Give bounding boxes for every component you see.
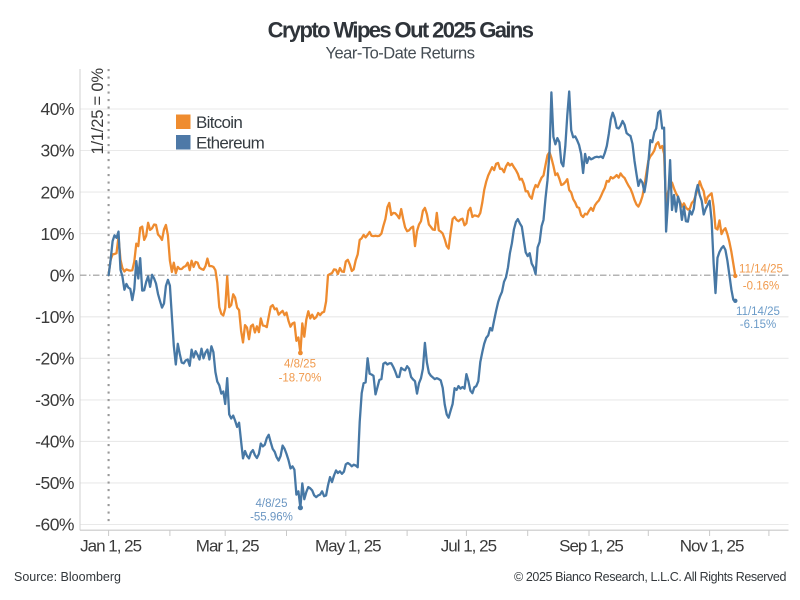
svg-text:40%: 40% bbox=[40, 99, 74, 119]
svg-text:11/14/25: 11/14/25 bbox=[736, 306, 780, 318]
svg-text:10%: 10% bbox=[40, 224, 74, 244]
svg-text:0%: 0% bbox=[50, 265, 74, 285]
svg-text:-10%: -10% bbox=[35, 307, 74, 327]
svg-text:© 2025 Bianco Research, L.L.C.: © 2025 Bianco Research, L.L.C. All Right… bbox=[514, 570, 786, 584]
svg-text:-30%: -30% bbox=[35, 390, 74, 410]
svg-text:30%: 30% bbox=[40, 141, 74, 161]
svg-text:-0.16%: -0.16% bbox=[743, 281, 779, 293]
svg-text:-6.15%: -6.15% bbox=[740, 319, 776, 331]
svg-text:Nov 1, 25: Nov 1, 25 bbox=[680, 537, 744, 556]
svg-text:4/8/25: 4/8/25 bbox=[256, 498, 288, 510]
svg-text:1/1/25 = 0%: 1/1/25 = 0% bbox=[89, 68, 107, 155]
svg-text:Year-To-Date Returns: Year-To-Date Returns bbox=[326, 45, 475, 63]
svg-text:20%: 20% bbox=[40, 182, 74, 202]
svg-text:Crypto Wipes Out 2025 Gains: Crypto Wipes Out 2025 Gains bbox=[268, 18, 534, 43]
svg-text:-55.96%: -55.96% bbox=[250, 512, 293, 524]
svg-text:-50%: -50% bbox=[35, 473, 74, 493]
svg-text:-40%: -40% bbox=[35, 432, 74, 452]
svg-text:Ethereum: Ethereum bbox=[196, 134, 265, 153]
svg-text:Bitcoin: Bitcoin bbox=[196, 113, 242, 132]
svg-text:-60%: -60% bbox=[35, 515, 74, 535]
svg-text:-20%: -20% bbox=[35, 349, 74, 369]
svg-text:Sep 1, 25: Sep 1, 25 bbox=[559, 537, 623, 556]
svg-text:11/14/25: 11/14/25 bbox=[739, 264, 783, 276]
svg-text:-18.70%: -18.70% bbox=[279, 373, 322, 385]
svg-text:Mar 1, 25: Mar 1, 25 bbox=[196, 537, 259, 556]
svg-text:Source: Bloomberg: Source: Bloomberg bbox=[14, 570, 121, 584]
svg-text:Jan 1, 25: Jan 1, 25 bbox=[80, 537, 141, 556]
svg-text:Jul 1, 25: Jul 1, 25 bbox=[441, 537, 497, 556]
svg-text:4/8/25: 4/8/25 bbox=[284, 359, 316, 371]
svg-text:May 1, 25: May 1, 25 bbox=[315, 537, 381, 556]
